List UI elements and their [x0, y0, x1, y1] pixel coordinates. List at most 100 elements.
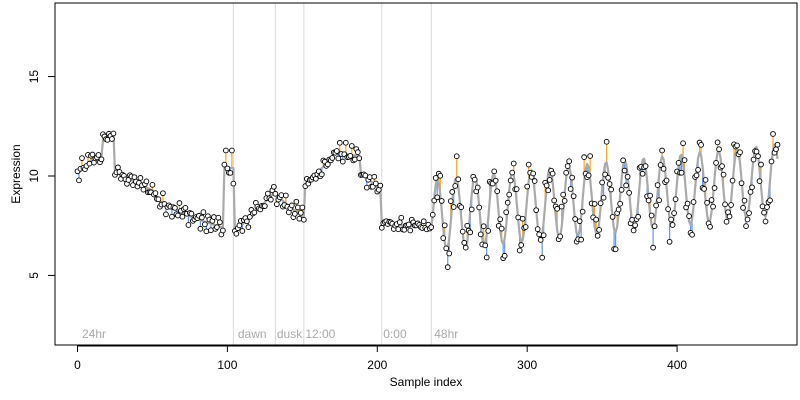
data-point	[746, 210, 752, 216]
data-point	[645, 197, 652, 204]
data-point	[335, 155, 342, 162]
data-point	[557, 233, 564, 240]
data-point	[539, 254, 546, 261]
data-point	[713, 160, 719, 166]
phase-label: 12:00	[305, 327, 335, 341]
phase-label: 0:00	[383, 327, 407, 341]
data-point	[155, 196, 162, 203]
fit-line-layer	[76, 133, 779, 251]
data-point	[452, 183, 459, 189]
data-point	[245, 224, 252, 231]
data-point	[507, 177, 514, 184]
data-point	[434, 194, 441, 201]
data-point	[714, 139, 721, 146]
data-point	[363, 184, 370, 191]
data-point	[678, 169, 685, 176]
data-point	[239, 228, 246, 234]
data-point	[657, 162, 664, 168]
data-point	[621, 167, 628, 174]
data-point	[519, 215, 526, 222]
data-point	[549, 170, 556, 177]
data-point	[163, 211, 169, 218]
data-point	[223, 147, 229, 154]
data-point	[432, 175, 439, 181]
data-point	[491, 168, 498, 175]
phase-dividers	[232, 3, 432, 345]
data-point	[494, 188, 501, 195]
data-point	[659, 147, 665, 154]
data-point	[449, 189, 456, 195]
data-point	[663, 177, 670, 184]
data-point	[312, 175, 319, 182]
data-point	[660, 165, 667, 172]
data-point	[339, 158, 346, 165]
residual-lines	[76, 133, 779, 268]
data-point	[268, 196, 274, 203]
data-point	[471, 176, 478, 183]
data-point	[477, 231, 484, 238]
data-point	[704, 199, 710, 206]
data-point	[753, 148, 760, 155]
data-point	[497, 216, 504, 223]
data-point	[642, 163, 649, 169]
data-point	[109, 136, 115, 142]
data-point	[630, 227, 637, 234]
data-point	[651, 223, 658, 230]
phase-label: 24hr	[82, 327, 106, 341]
data-point	[185, 222, 192, 228]
data-point	[561, 198, 568, 204]
data-point	[468, 206, 475, 213]
data-point	[482, 242, 489, 249]
data-point	[578, 236, 584, 243]
x-axis-title: Sample index	[390, 375, 463, 389]
data-point	[773, 146, 779, 153]
data-point	[443, 245, 450, 252]
data-point	[354, 149, 361, 156]
data-point	[737, 149, 743, 156]
plot-frame	[54, 2, 798, 346]
data-point	[143, 178, 150, 185]
data-point	[534, 226, 541, 232]
data-point	[728, 202, 734, 208]
data-point	[464, 222, 471, 229]
data-point	[518, 242, 525, 248]
data-point	[437, 172, 444, 179]
data-point	[169, 213, 175, 220]
data-point	[569, 174, 576, 181]
data-point	[600, 194, 607, 201]
data-point	[681, 157, 688, 163]
data-point	[371, 173, 378, 180]
data-point	[558, 203, 565, 210]
data-point	[702, 177, 709, 183]
data-point	[348, 143, 355, 149]
data-point	[95, 152, 102, 158]
data-point	[639, 170, 646, 177]
data-point	[761, 209, 767, 216]
data-point	[203, 228, 210, 235]
data-point	[617, 200, 623, 207]
data-point	[653, 202, 659, 209]
data-point	[564, 163, 571, 169]
data-point	[684, 200, 691, 207]
data-points	[74, 130, 781, 271]
data-point	[215, 214, 222, 221]
data-point	[459, 228, 466, 235]
data-point	[680, 140, 686, 147]
data-point	[214, 224, 220, 230]
data-point	[579, 208, 586, 215]
data-point	[656, 197, 662, 204]
data-point	[689, 231, 695, 238]
data-point	[551, 197, 558, 204]
data-point	[533, 207, 540, 214]
data-point	[587, 153, 593, 159]
data-point	[530, 170, 537, 177]
data-point	[576, 218, 583, 225]
data-point	[506, 191, 513, 198]
data-point	[593, 216, 599, 223]
data-point	[420, 218, 427, 225]
data-point	[648, 212, 655, 219]
data-point	[233, 230, 240, 237]
x-axis: 0 100 200 300 400	[74, 345, 687, 372]
data-point	[756, 178, 763, 184]
data-point	[79, 155, 85, 161]
